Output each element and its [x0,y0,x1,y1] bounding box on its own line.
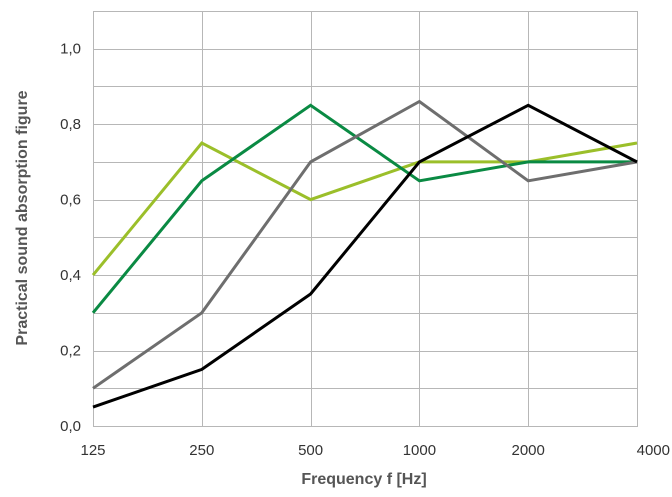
y-tick-labels: 0,0 0,2 0,4 0,6 0,8 1,0 [60,41,81,435]
series-line-1 [91,141,638,277]
series-line-2 [91,103,637,314]
x-tick-label: 500 [298,442,323,459]
y-tick-label: 1,0 [60,41,81,58]
y-tick-label: 0,4 [60,267,81,284]
x-axis-title: Frequency f [Hz] [301,471,426,488]
plot-frame [93,11,638,427]
y-tick-label: 0,0 [60,418,81,435]
y-tick-label: 0,8 [60,116,81,133]
x-tick-label: 125 [80,442,105,459]
y-tick-label: 0,6 [60,192,81,209]
x-tick-labels: 125 250 500 1000 2000 4000 [80,442,670,459]
x-tick-label: 1000 [403,442,436,459]
x-tick-label: 2000 [512,442,545,459]
series-line-4 [92,103,638,409]
grid [93,11,638,427]
x-tick-label: 250 [189,442,214,459]
series-line-3 [92,99,638,390]
series-lines [91,99,638,409]
x-tick-label: 4000 [637,442,670,459]
y-axis-title: Practical sound absorption figure [14,90,31,345]
y-tick-label: 0,2 [60,343,81,360]
